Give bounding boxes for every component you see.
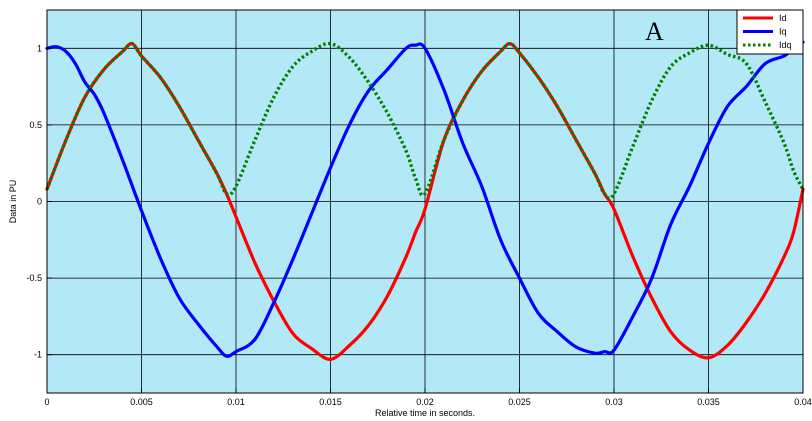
y-tick-label: 1 bbox=[37, 43, 42, 53]
annotation-label: A bbox=[645, 17, 664, 46]
legend-label-idq: Idq bbox=[779, 40, 792, 50]
x-tick-label: 0.015 bbox=[319, 397, 342, 407]
legend-label-id: Id bbox=[779, 13, 787, 23]
grid bbox=[47, 10, 803, 393]
x-tick-label: 0.04 bbox=[794, 397, 812, 407]
x-tick-label: 0.01 bbox=[227, 397, 245, 407]
y-axis-label: Data in PU bbox=[8, 180, 18, 224]
series-line-idq bbox=[45, 41, 805, 200]
x-tick-label: 0 bbox=[44, 397, 49, 407]
x-tick-label: 0.03 bbox=[605, 397, 623, 407]
y-tick-label: -0.5 bbox=[26, 273, 42, 283]
x-axis-label: Relative time in seconds. bbox=[375, 408, 475, 418]
y-tick-label: 0.5 bbox=[29, 120, 42, 130]
x-tick-label: 0.025 bbox=[508, 397, 531, 407]
series-line-iq bbox=[45, 40, 805, 358]
ticks: 0 0.005 0.01 0.015 0.02 0.025 0.03 0.035 0.04 -1 -… bbox=[26, 43, 811, 407]
legend: Id Iq Idq bbox=[736, 9, 804, 55]
x-tick-label: 0.035 bbox=[697, 397, 720, 407]
y-tick-label: -1 bbox=[34, 350, 42, 360]
x-tick-label: 0.02 bbox=[416, 397, 434, 407]
x-tick-label: 0.005 bbox=[130, 397, 153, 407]
y-tick-label: 0 bbox=[37, 197, 42, 207]
legend-label-iq: Iq bbox=[779, 27, 787, 37]
series-layer bbox=[45, 40, 805, 361]
